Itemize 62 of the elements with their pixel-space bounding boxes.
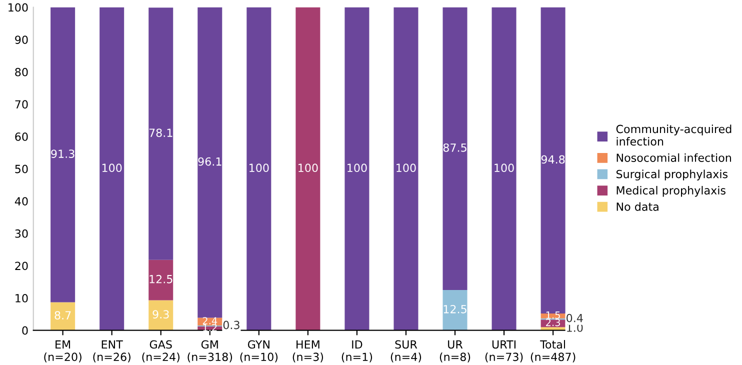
data-label: 8.7 xyxy=(54,311,71,320)
x-tick-label: SUR (n=4) xyxy=(390,340,422,362)
bar xyxy=(148,8,174,260)
x-tick-label: GAS (n=24) xyxy=(142,340,180,362)
y-tick-label: 50 xyxy=(15,164,28,174)
legend-label: Medical prophylaxis xyxy=(616,186,726,197)
y-tick-label: 20 xyxy=(15,262,28,270)
data-label: 100 xyxy=(396,164,416,172)
data-label: 1.5 xyxy=(546,312,560,319)
bar xyxy=(50,302,76,330)
y-tick-label: 40 xyxy=(14,197,28,206)
data-label: 0.4 xyxy=(566,314,583,322)
data-label: 100 xyxy=(250,164,269,172)
bar xyxy=(148,300,174,330)
bar xyxy=(296,7,320,330)
data-label: 78.1 xyxy=(149,128,172,137)
bar xyxy=(540,327,566,330)
bar xyxy=(148,260,174,300)
y-tick-label: 80 xyxy=(15,68,28,76)
bar xyxy=(442,290,468,330)
data-label: 100 xyxy=(348,164,367,172)
data-label: 0.3 xyxy=(223,320,240,330)
data-label: 96.1 xyxy=(198,157,222,166)
x-tick-label: Total (n=487) xyxy=(530,340,576,362)
bar xyxy=(50,7,76,302)
bar xyxy=(344,7,370,330)
bar xyxy=(198,7,222,318)
bar xyxy=(100,7,124,330)
y-tick-label: 10 xyxy=(16,294,28,302)
x-tick-label: EM (n=20) xyxy=(44,340,82,362)
y-tick-label: 0 xyxy=(22,326,28,335)
bar xyxy=(246,7,272,330)
data-label: 94.8 xyxy=(541,155,565,164)
y-tick-label: 70 xyxy=(15,100,28,109)
y-tick-label: 60 xyxy=(15,132,28,141)
legend-label: Community-acquired infection xyxy=(616,124,732,146)
x-tick-label: GM (n=318) xyxy=(188,340,232,362)
y-tick-label: 90 xyxy=(15,36,28,44)
x-tick-label: GYN (n=10) xyxy=(240,340,278,362)
x-tick-label: URTI (n=73) xyxy=(485,340,523,362)
x-tick-label: ID (n=1) xyxy=(342,340,372,362)
bar xyxy=(442,7,468,290)
data-label: 2.3 xyxy=(546,318,560,326)
data-label: 100 xyxy=(494,164,514,172)
y-tick-label: 30 xyxy=(15,229,28,238)
data-label: 100 xyxy=(298,164,318,172)
data-label: 9.3 xyxy=(152,310,169,319)
y-tick-label: 100 xyxy=(8,3,28,12)
legend-label: No data xyxy=(616,202,658,211)
bar xyxy=(492,7,516,330)
data-label: 91.3 xyxy=(51,150,74,158)
data-label: 2.4 xyxy=(202,317,218,324)
legend-label: Surgical prophylaxis xyxy=(616,170,728,180)
x-tick-label: HEM (n=3) xyxy=(292,340,324,362)
legend-label: Nosocomial infection xyxy=(616,153,732,162)
data-label: 12.5 xyxy=(150,274,172,284)
data-label: 12.5 xyxy=(444,304,466,314)
bar xyxy=(394,7,418,330)
data-label: 87.5 xyxy=(443,143,466,152)
x-tick-label: UR (n=8) xyxy=(440,340,470,362)
data-label: 100 xyxy=(102,164,122,172)
x-tick-label: ENT (n=26) xyxy=(93,340,130,362)
